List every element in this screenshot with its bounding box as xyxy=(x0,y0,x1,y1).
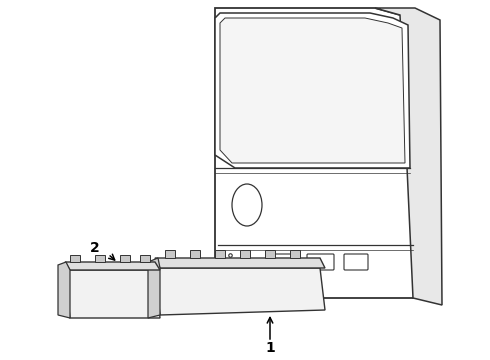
Polygon shape xyxy=(65,262,160,270)
Polygon shape xyxy=(65,270,160,318)
Polygon shape xyxy=(155,268,325,315)
Polygon shape xyxy=(215,250,225,258)
Polygon shape xyxy=(290,250,300,258)
Text: 1: 1 xyxy=(265,341,275,355)
Text: 2: 2 xyxy=(90,241,100,255)
Polygon shape xyxy=(265,250,275,258)
Polygon shape xyxy=(215,13,410,168)
Polygon shape xyxy=(95,255,105,262)
Polygon shape xyxy=(120,255,130,262)
Polygon shape xyxy=(155,258,325,268)
Polygon shape xyxy=(375,8,442,305)
Polygon shape xyxy=(165,250,175,258)
Polygon shape xyxy=(215,8,418,298)
Polygon shape xyxy=(240,250,250,258)
Polygon shape xyxy=(220,18,405,163)
Polygon shape xyxy=(70,255,80,262)
Polygon shape xyxy=(140,255,150,262)
Polygon shape xyxy=(190,250,200,258)
Polygon shape xyxy=(148,258,160,318)
Polygon shape xyxy=(58,262,70,318)
